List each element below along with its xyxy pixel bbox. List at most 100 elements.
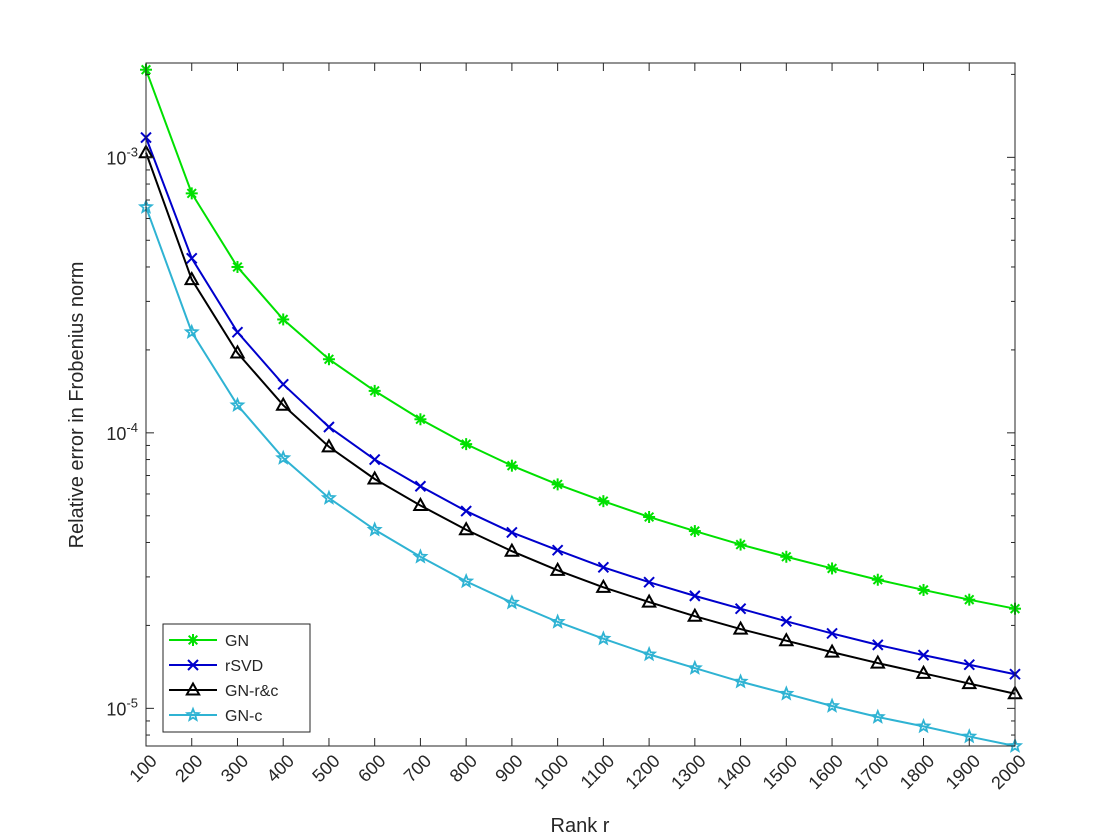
data-point-gn-c <box>824 697 841 713</box>
data-point-gn-c <box>595 630 612 646</box>
legend-item-rsvd: rSVD <box>169 658 263 675</box>
data-point-rsvd <box>277 378 289 391</box>
data-point-rsvd <box>689 590 701 602</box>
data-point-gn-c <box>641 645 658 662</box>
data-point-gn <box>963 593 976 606</box>
data-point-gn-r-c <box>686 607 703 622</box>
data-point-gn <box>551 478 564 491</box>
x-tick-label: 300 <box>217 751 252 786</box>
data-point-gn-c <box>183 323 200 339</box>
data-point-gn-r-c <box>549 561 566 576</box>
data-point-gn-c <box>366 521 383 537</box>
data-point-gn <box>231 260 244 273</box>
data-point-gn <box>917 583 930 596</box>
axes-box <box>145 62 1016 747</box>
data-point-gn <box>460 438 473 451</box>
data-point-rsvd <box>323 421 335 433</box>
data-point-gn-c <box>1006 737 1024 753</box>
data-point-gn-c <box>549 613 566 629</box>
data-point-gn <box>871 573 884 586</box>
series-line-rsvd <box>145 137 1016 676</box>
legend: GN rSVD GN-r&c GN-c <box>162 623 311 733</box>
x-tick-label: 400 <box>263 751 298 786</box>
data-point-rsvd <box>643 576 655 588</box>
data-point-gn-c <box>732 673 749 689</box>
x-tick-label: 100 <box>125 751 160 786</box>
data-point-gn-r-c <box>366 470 383 485</box>
data-point-rsvd <box>368 453 381 466</box>
legend-item-gn-r-c: GN-r&c <box>169 681 278 700</box>
legend-marker <box>187 634 199 646</box>
x-tick-label: 800 <box>446 751 481 786</box>
data-point-gn-r-c <box>321 438 337 453</box>
data-point-rsvd <box>597 561 610 574</box>
x-tick-label: 1100 <box>577 751 619 793</box>
data-point-gn <box>688 525 701 538</box>
data-point-gn-c <box>915 717 932 734</box>
data-point-gn-c <box>320 489 337 505</box>
x-tick-label: 1700 <box>850 751 892 793</box>
data-point-gn <box>185 187 198 200</box>
data-point-gn-c <box>412 548 429 564</box>
data-point-rsvd <box>414 480 427 492</box>
x-tick-label: 1000 <box>530 751 572 793</box>
data-point-rsvd <box>826 627 838 640</box>
series-gn-r-c <box>138 144 1023 700</box>
x-tick-label: 1800 <box>896 751 938 793</box>
data-point-gn-r-c <box>824 643 840 658</box>
data-point-gn-c <box>686 659 703 675</box>
data-point-rsvd <box>506 526 518 539</box>
x-tick-label: 600 <box>354 751 389 786</box>
legend-item-gn-c: GN-c <box>169 706 262 725</box>
data-point-gn-r-c <box>183 271 200 286</box>
data-point-rsvd <box>231 326 244 338</box>
data-point-rsvd <box>551 544 564 556</box>
y-tick-label: 10-5 <box>106 695 138 719</box>
data-point-gn-c <box>778 685 795 701</box>
series-line-gn-c <box>145 206 1016 747</box>
data-point-rsvd <box>734 602 747 615</box>
legend-marker <box>187 659 199 671</box>
x-tick-label: 700 <box>400 751 435 786</box>
data-point-rsvd <box>186 252 198 265</box>
x-tick-labels: 100 200 300 400 500 600 700 800 900 1000 1100 1200 1… <box>125 751 1029 793</box>
x-tick-label: 2000 <box>987 751 1029 793</box>
legend-label: GN-c <box>225 708 262 725</box>
y-axis-label: Relative error in Frobenius norm <box>66 262 88 549</box>
data-point-gn <box>780 550 793 563</box>
data-point-rsvd <box>780 615 793 628</box>
x-tick-label: 1300 <box>667 751 709 793</box>
data-point-gn <box>414 413 427 426</box>
series-layer <box>137 63 1024 753</box>
data-point-rsvd <box>917 649 930 661</box>
data-point-rsvd <box>872 639 884 651</box>
data-point-gn-r-c <box>641 593 657 608</box>
x-tick-label: 1900 <box>942 751 984 793</box>
y-tick-labels: 10-5 10-4 10-3 <box>106 144 138 719</box>
data-point-gn-r-c <box>412 496 429 512</box>
axes-layer <box>145 62 1016 747</box>
data-point-gn-c <box>275 449 292 465</box>
data-point-gn <box>826 562 839 575</box>
data-point-gn-r-c <box>961 675 978 690</box>
data-point-gn-r-c <box>915 664 932 679</box>
data-point-gn-r-c <box>275 396 292 411</box>
x-tick-label: 1200 <box>621 751 663 793</box>
data-point-gn <box>368 384 381 397</box>
data-point-gn <box>597 495 610 508</box>
legend-marker <box>184 706 202 722</box>
data-point-gn-c <box>869 708 886 724</box>
y-tick-label: 10-4 <box>106 420 138 444</box>
legend-marker <box>185 681 201 696</box>
data-point-rsvd <box>963 659 975 671</box>
data-point-gn-r-c <box>458 521 475 536</box>
legend-label: GN-r&c <box>225 683 278 700</box>
data-point-gn <box>734 538 747 551</box>
x-axis-label: Rank r <box>551 815 610 837</box>
data-point-rsvd <box>460 505 472 517</box>
legend-label: rSVD <box>225 658 263 675</box>
data-point-gn <box>643 510 656 523</box>
data-point-gn-r-c <box>869 654 886 669</box>
data-point-gn-r-c <box>778 632 795 647</box>
